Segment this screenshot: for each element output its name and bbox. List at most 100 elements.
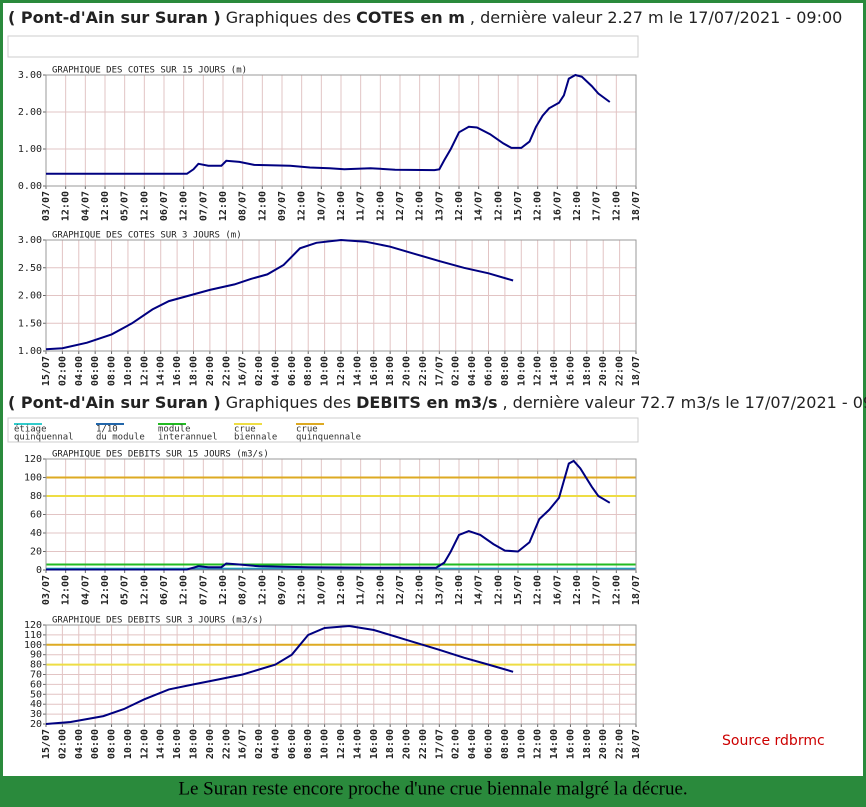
legend-label: quinquennal — [14, 433, 74, 443]
source: Source rdbrmc — [722, 733, 825, 749]
y-tick-label: 3.00 — [18, 70, 42, 81]
x-tick-label: 16/07 — [552, 191, 563, 221]
x-tick-label: 02:00 — [254, 356, 265, 386]
y-tick-label: 100 — [24, 640, 42, 651]
x-tick-label: 12:00 — [139, 575, 150, 605]
x-tick-label: 18:00 — [582, 356, 593, 386]
x-tick-label: 02:00 — [451, 356, 462, 386]
x-tick-label: 17/07 — [592, 575, 603, 605]
x-tick-label: 04:00 — [74, 729, 85, 759]
x-tick-label: 02:00 — [451, 729, 462, 759]
x-tick-label: 10:00 — [320, 729, 331, 759]
y-tick-label: 120 — [24, 620, 42, 631]
y-tick-label: 1.00 — [18, 144, 42, 155]
x-tick-label: 12:00 — [61, 575, 72, 605]
x-tick-label: 10/07 — [316, 575, 327, 605]
x-tick-label: 12:00 — [611, 191, 622, 221]
x-tick-label: 12:00 — [572, 575, 583, 605]
x-tick-label: 08:00 — [303, 356, 314, 386]
x-tick-label: 22:00 — [221, 729, 232, 759]
x-tick-label: 13/07 — [434, 575, 445, 605]
x-tick-label: 12:00 — [257, 575, 268, 605]
x-tick-label: 16/07 — [238, 729, 249, 759]
x-tick-label: 08/07 — [238, 575, 249, 605]
legend-label: crue — [296, 425, 318, 435]
x-tick-label: 12:00 — [218, 191, 229, 221]
x-tick-label: 12:00 — [257, 191, 268, 221]
x-tick-label: 22:00 — [418, 356, 429, 386]
y-tick-label: 3.00 — [18, 235, 42, 246]
x-tick-label: 15/07 — [41, 356, 52, 386]
y-tick-label: 110 — [24, 630, 42, 641]
y-tick-label: 80 — [30, 491, 42, 502]
x-tick-label: 14:00 — [156, 356, 167, 386]
x-tick-label: 12:00 — [415, 575, 426, 605]
x-tick-label: 16/07 — [238, 356, 249, 386]
y-tick-label: 20 — [30, 719, 42, 730]
x-tick-label: 10:00 — [123, 729, 134, 759]
x-tick-label: 05/07 — [120, 575, 131, 605]
x-tick-label: 15/07 — [513, 575, 524, 605]
x-tick-label: 12:00 — [297, 575, 308, 605]
x-tick-label: 15/07 — [513, 191, 524, 221]
x-tick-label: 12:00 — [611, 575, 622, 605]
plot-border — [45, 624, 637, 725]
x-tick-label: 18/07 — [631, 575, 642, 605]
x-tick-label: 10:00 — [123, 356, 134, 386]
x-tick-label: 18:00 — [189, 729, 200, 759]
data-line — [45, 238, 514, 351]
x-tick-label: 03/07 — [41, 575, 52, 605]
x-tick-label: 12:00 — [572, 191, 583, 221]
y-tick-label: 1.50 — [18, 318, 42, 329]
x-tick-label: 12:00 — [533, 191, 544, 221]
x-tick-label: 13/07 — [434, 191, 445, 221]
x-tick-label: 02:00 — [254, 729, 265, 759]
header-cotes: ( Pont-d'Ain sur Suran ) Graphiques des CO… — [8, 8, 842, 27]
x-tick-label: 06:00 — [287, 356, 298, 386]
x-tick-label: 12:00 — [139, 729, 150, 759]
x-tick-label: 12:00 — [415, 191, 426, 221]
x-tick-label: 16:00 — [369, 356, 380, 386]
x-tick-label: 14:00 — [156, 729, 167, 759]
empty-box — [7, 35, 639, 58]
x-tick-label: 12:00 — [336, 191, 347, 221]
x-tick-label: 18:00 — [385, 356, 396, 386]
y-tick-label: 70 — [30, 670, 42, 681]
y-tick-label: 120 — [24, 454, 42, 465]
legend-label: module — [158, 425, 191, 435]
data-line — [45, 624, 514, 725]
x-tick-label: 20:00 — [402, 729, 413, 759]
data-line — [46, 73, 611, 175]
x-tick-label: 12:00 — [100, 575, 111, 605]
header-debits: ( Pont-d'Ain sur Suran ) Graphiques des DE… — [8, 393, 866, 412]
x-tick-label: 06/07 — [159, 575, 170, 605]
x-tick-label: 09/07 — [277, 191, 288, 221]
x-tick-label: 05/07 — [120, 191, 131, 221]
y-tick-label: 2.00 — [18, 107, 42, 118]
chart-title: GRAPHIQUE DES DEBITS SUR 3 JOURS (m3/s) — [52, 616, 263, 626]
x-tick-label: 22:00 — [615, 356, 626, 386]
x-tick-label: 14:00 — [352, 729, 363, 759]
x-tick-label: 18/07 — [631, 356, 642, 386]
x-tick-label: 12:00 — [100, 191, 111, 221]
x-tick-label: 18:00 — [189, 356, 200, 386]
legend-label: crue — [234, 425, 256, 435]
legend-box — [7, 417, 639, 443]
x-tick-label: 06:00 — [484, 729, 495, 759]
x-tick-label: 12:00 — [454, 575, 465, 605]
x-tick-label: 20:00 — [598, 356, 609, 386]
x-tick-label: 08:00 — [107, 729, 118, 759]
x-tick-label: 14:00 — [549, 356, 560, 386]
x-tick-label: 04:00 — [74, 356, 85, 386]
y-tick-label: 90 — [30, 650, 42, 661]
x-tick-label: 17/07 — [592, 191, 603, 221]
plot-border — [45, 458, 637, 571]
x-tick-label: 10/07 — [316, 191, 327, 221]
x-tick-label: 06:00 — [90, 356, 101, 386]
x-tick-label: 04:00 — [467, 356, 478, 386]
prefix: Graphiques des — [226, 393, 351, 412]
y-tick-label: 60 — [30, 510, 42, 521]
x-tick-label: 08:00 — [500, 729, 511, 759]
legend-label: quinquennale — [296, 433, 361, 443]
